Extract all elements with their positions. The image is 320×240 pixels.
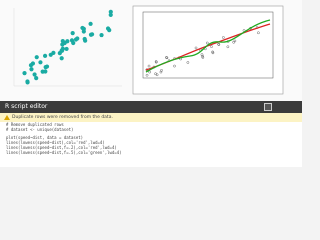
scatter-dot [81, 29, 86, 34]
r-plot-frame [142, 11, 274, 79]
r-point [154, 60, 158, 64]
code-line: # dataset <- unique(dataset) [6, 127, 74, 132]
code-line: lines(lowess(speed~dist,f=.5),col='green… [6, 150, 122, 155]
r-point [233, 39, 237, 43]
scatter-dot [32, 72, 37, 77]
r-point [217, 43, 221, 46]
warning-icon [4, 115, 10, 120]
scatter-dot [38, 60, 43, 65]
r-point [200, 53, 204, 56]
scatter-dot [105, 26, 111, 31]
r-point [186, 61, 190, 64]
scatter-dot [88, 21, 93, 26]
scatter-dot [30, 61, 36, 66]
r-point [165, 56, 169, 60]
lowess-line [145, 19, 271, 73]
scatter-dot [34, 76, 39, 81]
expand-button[interactable] [288, 103, 296, 111]
editor-header: R script editor [0, 101, 302, 113]
r-point [165, 56, 168, 59]
r-point [154, 72, 157, 76]
power-bi-window: R script editor Duplicate rows were remo… [0, 0, 302, 167]
code-line: # Remove duplicated rows [6, 122, 64, 127]
r-point [147, 64, 151, 68]
scatter-dot [34, 55, 39, 60]
r-point [159, 70, 163, 74]
scatter-dot [69, 38, 75, 43]
scatter-dot [70, 31, 75, 36]
scatter-dot [108, 9, 113, 15]
scatter-dot [108, 12, 113, 18]
scatter-dot [59, 56, 64, 61]
r-point [201, 54, 204, 58]
r-point [145, 73, 149, 77]
r-point [211, 51, 215, 55]
scatter-dot [22, 71, 27, 76]
warning-bar: Duplicate rows were removed from the dat… [0, 113, 302, 122]
r-point [160, 69, 163, 72]
scatter-dot [88, 32, 94, 37]
code-line: lines(lowess(speed~dist),col='red',lwd=4… [6, 140, 105, 145]
editor-title: R script editor [5, 103, 48, 110]
r-point [257, 31, 260, 35]
r-point [148, 70, 151, 74]
r-point [205, 41, 209, 45]
scatter-dot [60, 38, 65, 44]
collapse-button[interactable] [276, 103, 284, 111]
scatter-visual [13, 8, 122, 87]
scatter-dot [29, 67, 34, 72]
scatter-dot [60, 46, 65, 51]
run-button[interactable] [264, 103, 272, 111]
code-line: plot(speed~dist, data = dataset) [6, 135, 84, 140]
warning-text: Duplicate rows were removed from the dat… [12, 115, 113, 120]
scatter-dot [75, 36, 80, 41]
scatter-dot [48, 52, 53, 57]
code-line: lines(lowess(speed~dist,f=.2),col='red',… [6, 145, 117, 150]
canvas [0, 0, 302, 101]
r-visual [132, 5, 284, 95]
scatter-dot [25, 80, 30, 85]
scatter-dot [99, 32, 104, 38]
r-point [173, 64, 176, 68]
scatter-dot [64, 46, 69, 52]
scatter-dot [83, 38, 88, 43]
r-point [210, 45, 213, 48]
code-editor[interactable]: # Remove duplicated rows # dataset <- uni… [0, 122, 302, 167]
scatter-dot [42, 53, 48, 58]
r-point [201, 56, 205, 59]
r-point [222, 36, 225, 39]
r-point [226, 45, 230, 49]
scatter-dot [43, 69, 48, 74]
r-point [194, 46, 198, 50]
scatter-dot [43, 65, 48, 70]
